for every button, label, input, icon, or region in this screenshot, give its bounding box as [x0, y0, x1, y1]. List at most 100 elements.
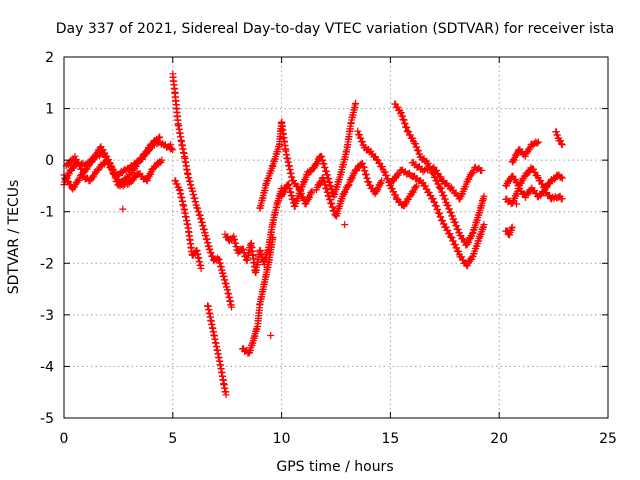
- data-point: [378, 163, 386, 171]
- data-point: [155, 134, 163, 142]
- data-point: [419, 168, 427, 176]
- data-point: [71, 152, 79, 160]
- data-point: [434, 206, 442, 214]
- data-point: [558, 174, 566, 182]
- data-point: [459, 235, 467, 243]
- x-tick-label: 10: [273, 431, 291, 447]
- y-tick-label: 0: [45, 153, 54, 169]
- data-point: [374, 156, 382, 164]
- data-point: [308, 187, 316, 195]
- y-tick-label: 2: [45, 50, 54, 66]
- data-point: [99, 146, 107, 154]
- data-point: [119, 205, 127, 213]
- x-tick-label: 20: [490, 431, 508, 447]
- data-point: [558, 195, 566, 203]
- data-point: [442, 223, 450, 231]
- plot-frame: [63, 56, 609, 419]
- data-point: [119, 182, 127, 190]
- data-point: [222, 391, 230, 399]
- x-tick-labels: 0 5 10 15 20 25: [60, 431, 617, 447]
- y-tick-label: 1: [45, 102, 54, 118]
- data-point: [512, 176, 520, 184]
- axis-ticks: [63, 56, 609, 419]
- data-point: [437, 213, 445, 221]
- data-point: [449, 237, 457, 245]
- data-point: [436, 183, 444, 191]
- data-point: [557, 137, 565, 145]
- data-point: [478, 166, 486, 174]
- data-point: [156, 133, 164, 141]
- x-tick-label: 25: [599, 431, 617, 447]
- data-point: [446, 230, 454, 238]
- data-point: [267, 331, 275, 339]
- data-point: [158, 156, 166, 164]
- data-point: [409, 134, 417, 142]
- data-point: [439, 217, 447, 225]
- data-point: [534, 138, 542, 146]
- grid-lines: [64, 57, 608, 418]
- data-point: [197, 264, 205, 272]
- data-point: [169, 146, 177, 154]
- y-tick-label: -4: [40, 359, 54, 375]
- data-point: [173, 180, 181, 188]
- data-point: [557, 140, 565, 148]
- data-point: [405, 128, 413, 136]
- y-tick-label: -3: [40, 308, 54, 324]
- data-point: [425, 188, 433, 196]
- data-point: [207, 249, 215, 257]
- x-tick-label: 5: [168, 431, 177, 447]
- data-point: [533, 139, 541, 147]
- data-point: [430, 170, 438, 178]
- data-points: [60, 70, 566, 399]
- data-point: [508, 223, 516, 231]
- x-axis-label: GPS time / hours: [276, 459, 393, 475]
- data-point: [388, 185, 396, 193]
- data-point: [421, 182, 429, 190]
- data-point: [167, 141, 175, 149]
- data-point: [206, 245, 214, 253]
- x-tick-label: 0: [60, 431, 69, 447]
- y-axis-label: SDTVAR / TECUs: [6, 180, 22, 295]
- data-point: [413, 182, 421, 190]
- y-tick-labels: -5 -4 -3 -2 -1 0 1 2: [40, 50, 54, 427]
- data-point: [87, 159, 95, 167]
- data-point: [429, 195, 437, 203]
- data-point: [451, 241, 459, 249]
- data-point: [365, 178, 373, 186]
- data-point: [455, 248, 463, 256]
- data-point: [436, 209, 444, 217]
- data-point: [468, 230, 476, 238]
- data-point: [228, 303, 236, 311]
- data-point: [448, 234, 456, 242]
- data-point: [168, 144, 176, 152]
- data-point: [557, 173, 565, 181]
- data-point: [434, 180, 442, 188]
- data-point: [104, 156, 112, 164]
- data-point: [392, 191, 400, 199]
- data-point: [537, 177, 545, 185]
- data-point: [378, 177, 386, 185]
- data-point: [447, 233, 455, 241]
- data-point: [558, 141, 566, 149]
- data-point: [480, 192, 488, 200]
- chart-title: Day 337 of 2021, Sidereal Day-to-day VTE…: [56, 21, 614, 37]
- data-point: [269, 234, 277, 241]
- data-point: [172, 177, 180, 185]
- data-point: [431, 198, 439, 206]
- data-point: [480, 221, 488, 229]
- data-point: [105, 159, 113, 167]
- data-point: [453, 244, 461, 252]
- data-point: [103, 152, 111, 160]
- y-tick-label: -5: [40, 411, 54, 427]
- data-point: [437, 173, 445, 181]
- data-point: [394, 103, 402, 111]
- data-point: [513, 200, 521, 208]
- data-point: [432, 202, 440, 210]
- y-tick-label: -2: [40, 256, 54, 272]
- data-point: [529, 165, 537, 173]
- data-point: [392, 194, 400, 202]
- data-point: [341, 221, 349, 229]
- data-point: [75, 159, 83, 167]
- y-tick-label: -1: [40, 205, 54, 221]
